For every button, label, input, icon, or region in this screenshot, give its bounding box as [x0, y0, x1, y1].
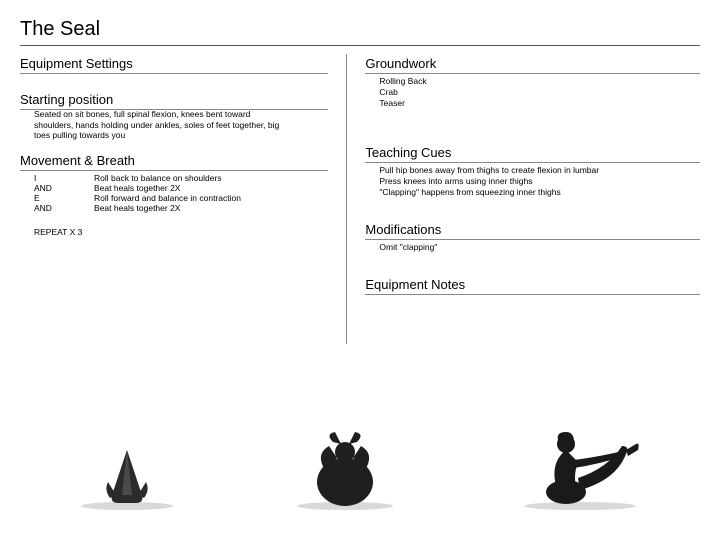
- teaching-cues-list: Pull hip bones away from thighs to creat…: [365, 165, 700, 198]
- modifications-heading: Modifications: [365, 222, 700, 240]
- teaching-cue-item: "Clapping" happens from squeezing inner …: [379, 187, 700, 198]
- mb-label: E: [34, 193, 94, 203]
- groundwork-item: Teaser: [379, 98, 700, 109]
- mb-desc: Roll forward and balance in contraction: [94, 193, 241, 203]
- equipment-settings-heading: Equipment Settings: [20, 56, 328, 74]
- mb-desc: Roll back to balance on shoulders: [94, 173, 222, 183]
- teaching-cue-item: Pull hip bones away from thighs to creat…: [379, 165, 700, 176]
- equipment-notes-heading: Equipment Notes: [365, 277, 700, 295]
- mb-desc: Beat heals together 2X: [94, 183, 180, 193]
- right-column: Groundwork Rolling Back Crab Teaser Teac…: [346, 54, 700, 344]
- page-title: The Seal: [20, 18, 700, 46]
- movement-breath-table: I Roll back to balance on shoulders AND …: [20, 173, 328, 213]
- modification-item: Omit "clapping": [379, 242, 700, 253]
- starting-position-text: Seated on sit bones, full spinal flexion…: [20, 109, 280, 141]
- modifications-list: Omit "clapping": [365, 242, 700, 253]
- pose-image-2: [285, 430, 405, 510]
- mb-label: AND: [34, 183, 94, 193]
- pose-images-row: [20, 420, 700, 510]
- mb-row: AND Beat heals together 2X: [34, 183, 328, 193]
- mb-row: I Roll back to balance on shoulders: [34, 173, 328, 183]
- groundwork-heading: Groundwork: [365, 56, 700, 74]
- columns: Equipment Settings Starting position Sea…: [20, 54, 700, 344]
- starting-position-heading: Starting position: [20, 92, 328, 110]
- mb-row: AND Beat heals together 2X: [34, 203, 328, 213]
- movement-breath-heading: Movement & Breath: [20, 153, 328, 171]
- teaching-cue-item: Press knees into arms using inner thighs: [379, 176, 700, 187]
- teaching-cues-heading: Teaching Cues: [365, 145, 700, 163]
- mb-desc: Beat heals together 2X: [94, 203, 180, 213]
- pose-image-1: [72, 440, 182, 510]
- mb-row: E Roll forward and balance in contractio…: [34, 193, 328, 203]
- pose-image-3: [508, 420, 648, 510]
- mb-label: AND: [34, 203, 94, 213]
- movement-breath-repeat: REPEAT X 3: [20, 227, 328, 237]
- groundwork-list: Rolling Back Crab Teaser: [365, 76, 700, 109]
- groundwork-item: Rolling Back: [379, 76, 700, 87]
- groundwork-item: Crab: [379, 87, 700, 98]
- mb-label: I: [34, 173, 94, 183]
- left-column: Equipment Settings Starting position Sea…: [20, 54, 346, 344]
